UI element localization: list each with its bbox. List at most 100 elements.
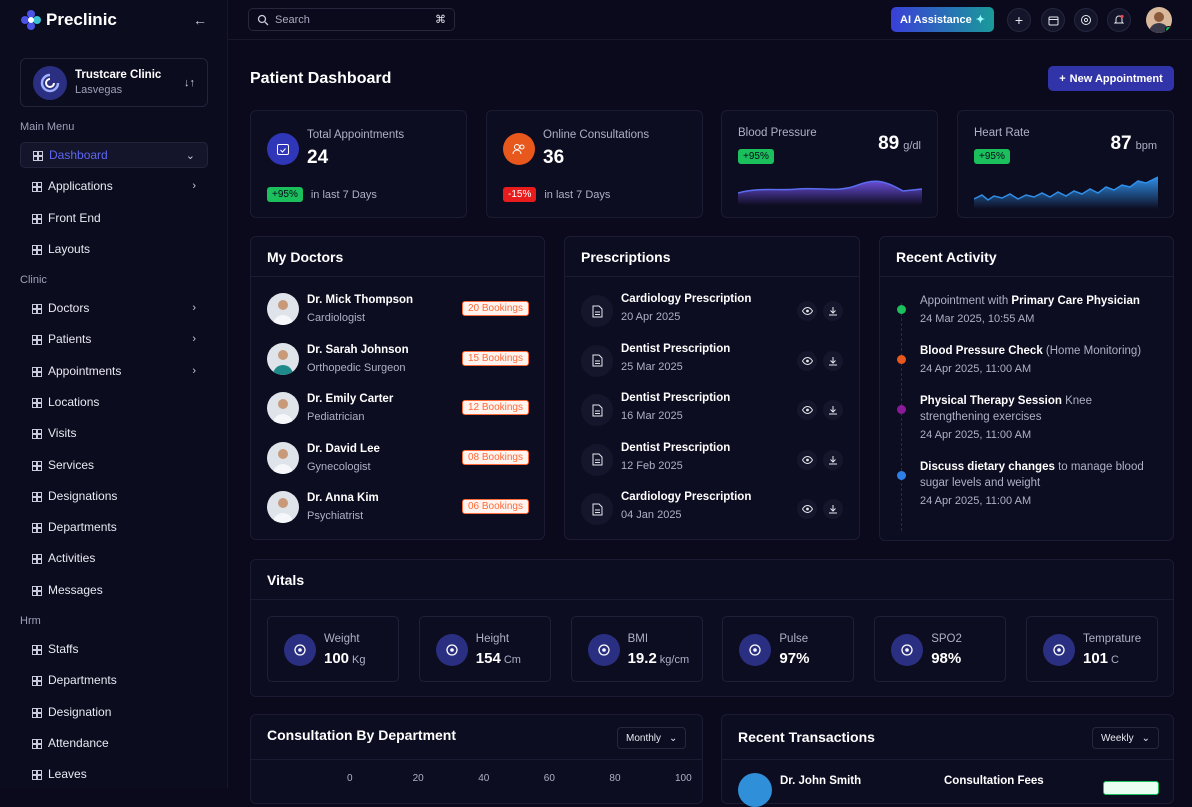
calendar-icon[interactable] — [1041, 8, 1065, 32]
download-icon[interactable] — [823, 400, 843, 421]
sidebar-item-leaves[interactable]: Leaves — [20, 761, 208, 787]
new-appointment-button[interactable]: + New Appointment — [1048, 66, 1174, 91]
ai-assistance-button[interactable]: AI Assistance ✦ — [891, 7, 994, 32]
activity-text-post: (Home Monitoring) — [1042, 345, 1142, 357]
sidebar-item-patients[interactable]: Patients › — [20, 326, 208, 352]
view-eye-icon[interactable] — [797, 301, 817, 321]
sidebar-item-label: Departments — [48, 520, 117, 535]
collapse-sidebar-icon[interactable]: ← — [193, 12, 207, 28]
section-main-menu: Main Menu — [20, 121, 75, 133]
vital-value: 19.2 — [627, 650, 657, 667]
doctor-name: Dr. David Lee — [307, 442, 380, 455]
axis-tick-label: 60 — [543, 773, 555, 784]
bmi-icon — [587, 634, 620, 666]
sidebar-item-dashboard[interactable]: Dashboard ⌄ — [20, 142, 208, 168]
view-eye-icon[interactable] — [797, 449, 817, 470]
logo-icon — [21, 10, 41, 30]
sparkle-icon: ✦ — [975, 14, 985, 26]
doctor-name: Dr. Emily Carter — [307, 393, 394, 406]
download-icon[interactable] — [823, 499, 843, 520]
vital-unit: C — [1111, 654, 1119, 666]
sidebar-item-label: Staffs — [48, 642, 79, 656]
menu-icon — [32, 491, 42, 502]
doctor-row[interactable]: Dr. Sarah Johnson Orthopedic Surgeon 15 Bo… — [267, 342, 529, 375]
period-select[interactable]: Weekly ⌄ — [1092, 727, 1159, 749]
notification-bell-icon[interactable] — [1107, 8, 1131, 32]
sidebar-item-activities[interactable]: Activities — [20, 545, 208, 571]
sidebar-item-doctors[interactable]: Doctors › — [20, 295, 208, 321]
section-hrm: Hrm — [20, 615, 41, 627]
card-title: Vitals — [267, 572, 305, 588]
sidebar-item-departments[interactable]: Departments — [20, 514, 208, 540]
doctor-row[interactable]: Dr. Mick Thompson Cardiologist 20 Bookings — [267, 293, 529, 325]
sidebar-item-label: Designations — [48, 488, 118, 503]
vital-unit: Cm — [503, 654, 521, 666]
heart-rate-card: Heart Rate +95% 87 bpm — [957, 110, 1174, 218]
sidebar-item-layouts[interactable]: Layouts — [20, 236, 208, 262]
vital-tile: SPO2 98% — [874, 616, 1007, 682]
activity-item: Discuss dietary changes to manage blood … — [920, 459, 1160, 509]
prescription-row: Dentist Prescription 16 Mar 2025 — [581, 392, 843, 427]
sidebar-item-label: Services — [48, 457, 95, 472]
section-clinic: Clinic — [20, 274, 47, 286]
download-icon[interactable] — [823, 301, 843, 321]
activity-text-bold: Discuss dietary changes — [920, 461, 1055, 473]
menu-icon — [32, 675, 42, 687]
sidebar-item-departments[interactable]: Departments — [20, 667, 208, 693]
sidebar-item-locations[interactable]: Locations — [20, 389, 208, 415]
doctor-row[interactable]: Dr. Emily Carter Pediatrician 12 Bookings — [267, 392, 529, 425]
height-icon — [435, 634, 468, 666]
card-title: Recent Transactions — [738, 729, 875, 745]
vital-tile: Pulse 97% — [722, 616, 855, 682]
sidebar-item-services[interactable]: Services — [20, 452, 208, 478]
doctor-avatar — [267, 293, 299, 325]
sidebar-item-attendance[interactable]: Attendance — [20, 730, 208, 756]
view-eye-icon[interactable] — [797, 400, 817, 421]
prescription-date: 12 Feb 2025 — [621, 459, 683, 472]
doctor-name: Dr. Anna Kim — [307, 492, 379, 505]
transaction-name: Dr. John Smith — [780, 775, 862, 787]
activity-item: Blood Pressure Check (Home Monitoring) 24… — [920, 343, 1160, 377]
user-avatar[interactable] — [1146, 7, 1172, 33]
download-icon[interactable] — [823, 350, 843, 371]
bookings-badge: 20 Bookings — [461, 301, 529, 316]
vitals-card: Vitals Weight 100 Kg Height 154 Cm BMI 19.2 kg/c… — [250, 559, 1174, 697]
vital-tile: Weight 100 Kg — [267, 616, 399, 682]
activity-text-post: to manage blood sugar levels and weight — [920, 461, 1144, 489]
prescription-date: 04 Jan 2025 — [621, 509, 682, 522]
add-icon[interactable]: + — [1007, 8, 1031, 32]
app-logo[interactable]: Preclinic — [20, 9, 117, 31]
view-eye-icon[interactable] — [797, 499, 817, 520]
prescription-name: Cardiology Prescription — [621, 491, 752, 504]
sidebar-item-label: Dashboard — [49, 148, 108, 162]
vital-value: 101 — [1083, 650, 1109, 667]
activity-text-bold: Physical Therapy Session — [920, 395, 1062, 407]
sidebar-item-designations[interactable]: Designations — [20, 483, 208, 509]
vital-value: 97% — [779, 650, 810, 667]
doctor-row[interactable]: Dr. David Lee Gynecologist 08 Bookings — [267, 441, 529, 474]
switch-icon[interactable]: ↓↑ — [184, 76, 195, 89]
sidebar-item-messages[interactable]: Messages — [20, 577, 208, 603]
period-select[interactable]: Monthly ⌄ — [617, 727, 687, 749]
sidebar-item-front-end[interactable]: Front End — [20, 205, 208, 231]
menu-icon — [32, 303, 42, 314]
vital-value: 100 — [324, 650, 350, 667]
sidebar-item-applications[interactable]: Applications › — [20, 173, 208, 199]
transaction-avatar — [738, 773, 772, 807]
doctor-row[interactable]: Dr. Anna Kim Psychiatrist 06 Bookings — [267, 491, 529, 524]
clinic-logo-icon — [33, 65, 67, 100]
sidebar-item-staffs[interactable]: Staffs — [20, 636, 208, 662]
sidebar-item-appointments[interactable]: Appointments › — [20, 358, 208, 384]
heart-rate-sparkline — [974, 176, 1158, 209]
vital-value: 89 — [878, 133, 900, 154]
sidebar-item-label: Appointments — [48, 363, 122, 378]
view-eye-icon[interactable] — [797, 350, 817, 371]
sidebar-item-visits[interactable]: Visits — [20, 420, 208, 446]
download-icon[interactable] — [823, 449, 843, 470]
menu-icon — [33, 150, 43, 161]
change-badge: -15% — [503, 187, 537, 202]
clinic-switcher[interactable]: Trustcare Clinic Lasvegas ↓↑ — [20, 58, 208, 107]
sidebar-item-designation[interactable]: Designation — [20, 699, 208, 725]
settings-icon[interactable] — [1074, 8, 1098, 32]
search-input[interactable]: Search ⌘ — [248, 8, 455, 31]
